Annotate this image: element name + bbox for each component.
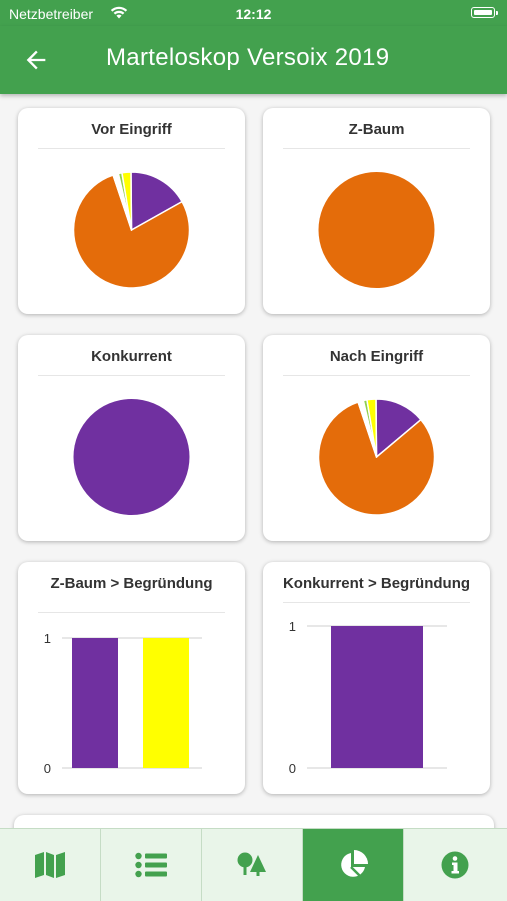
chart-title: Konkurrent > Begründung bbox=[282, 575, 471, 592]
pie-slice bbox=[375, 398, 422, 458]
bar-chart: 01 bbox=[289, 619, 447, 776]
divider bbox=[38, 148, 225, 149]
chart-title: Z-Baum bbox=[348, 121, 405, 138]
y-tick-label: 0 bbox=[289, 761, 296, 776]
info-icon bbox=[441, 851, 468, 879]
chart-title: Vor Eingriff bbox=[91, 121, 172, 138]
divider bbox=[283, 148, 470, 149]
chart-title: Nach Eingriff bbox=[329, 348, 424, 365]
wifi-icon bbox=[110, 6, 128, 19]
pie-chart bbox=[317, 398, 436, 516]
map-icon bbox=[35, 852, 65, 878]
status-bar: Netzbetreiber 12:12 bbox=[0, 0, 507, 26]
app-bar: Marteloskop Versoix 2019 bbox=[0, 26, 507, 94]
y-tick-label: 1 bbox=[44, 631, 51, 646]
pie-chart bbox=[73, 399, 190, 515]
chart-card-vor-eingriff: Vor Eingriff bbox=[18, 108, 245, 314]
nav-item-info[interactable] bbox=[404, 829, 505, 901]
arrow-left-icon[interactable] bbox=[22, 46, 50, 74]
pie-chart bbox=[72, 171, 191, 289]
divider bbox=[283, 375, 470, 376]
divider bbox=[38, 612, 225, 613]
pie-slice bbox=[130, 171, 183, 231]
nav-item-map[interactable] bbox=[0, 829, 101, 901]
chart-card-konkurrent: Konkurrent bbox=[18, 335, 245, 541]
battery-icon bbox=[471, 7, 498, 18]
pie-slice bbox=[366, 398, 378, 458]
bottom-navigation bbox=[0, 828, 507, 901]
chart-title: Konkurrent bbox=[91, 348, 172, 365]
pie-chart-icon bbox=[341, 850, 368, 877]
pie-slice bbox=[72, 174, 191, 289]
nav-item-statistics[interactable] bbox=[303, 829, 404, 901]
pie-slice bbox=[317, 401, 436, 516]
nav-item-list[interactable] bbox=[101, 829, 202, 901]
chart-card-nach-eingriff: Nach Eingriff bbox=[263, 335, 490, 541]
pie-slice bbox=[73, 399, 190, 515]
pie-slice bbox=[318, 172, 435, 288]
nav-item-trees[interactable] bbox=[202, 829, 303, 901]
chart-card-z-baum: Z-Baum bbox=[263, 108, 490, 314]
divider bbox=[283, 602, 470, 603]
chart-title: Z-Baum > Begründung bbox=[50, 575, 213, 592]
pie-slice bbox=[121, 171, 133, 231]
divider bbox=[38, 375, 225, 376]
bar bbox=[72, 638, 118, 768]
bar bbox=[143, 638, 189, 768]
bar-chart: 01 bbox=[44, 631, 202, 776]
bar bbox=[331, 626, 423, 768]
clock: 12:12 bbox=[235, 6, 272, 22]
list-icon bbox=[135, 852, 167, 878]
pie-chart bbox=[318, 172, 435, 288]
page-title: Marteloskop Versoix 2019 bbox=[106, 44, 390, 71]
trees-icon bbox=[237, 852, 266, 876]
y-tick-label: 1 bbox=[289, 619, 296, 634]
y-tick-label: 0 bbox=[44, 761, 51, 776]
carrier-name: Netzbetreiber bbox=[9, 6, 94, 22]
